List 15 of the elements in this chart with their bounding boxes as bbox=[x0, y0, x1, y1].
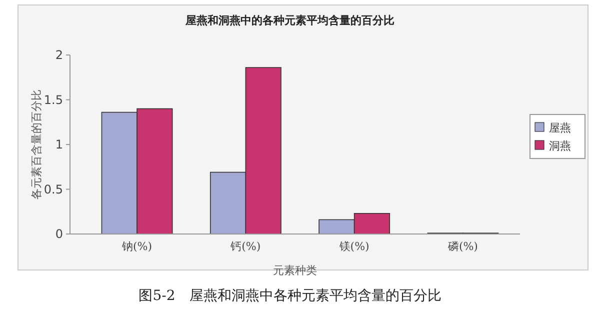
y-tick-label: 1 bbox=[55, 138, 63, 152]
y-tick-label: 0.5 bbox=[44, 182, 63, 196]
y-tick-label: 0 bbox=[55, 227, 63, 242]
legend-label: 洞燕 bbox=[549, 139, 571, 152]
x-tick-label: 钠(%) bbox=[121, 240, 152, 253]
y-axis-title: 各元素百含量的百分比 bbox=[30, 90, 43, 200]
x-axis-title: 元素种类 bbox=[273, 264, 317, 277]
x-tick-label: 磷(%) bbox=[446, 240, 478, 253]
caption: 图5-2 屋燕和洞燕中各种元素平均含量的百分比 bbox=[138, 288, 442, 304]
chart-title: 屋燕和洞燕中的各种元素平均含量的百分比 bbox=[184, 14, 394, 27]
y-tick-label: 1.5 bbox=[44, 92, 63, 107]
x-tick-label: 钙(%) bbox=[230, 240, 261, 253]
x-tick-label: 镁(%) bbox=[338, 240, 370, 253]
legend-label: 屋燕 bbox=[549, 121, 571, 134]
y-tick-label: 2 bbox=[55, 48, 63, 62]
